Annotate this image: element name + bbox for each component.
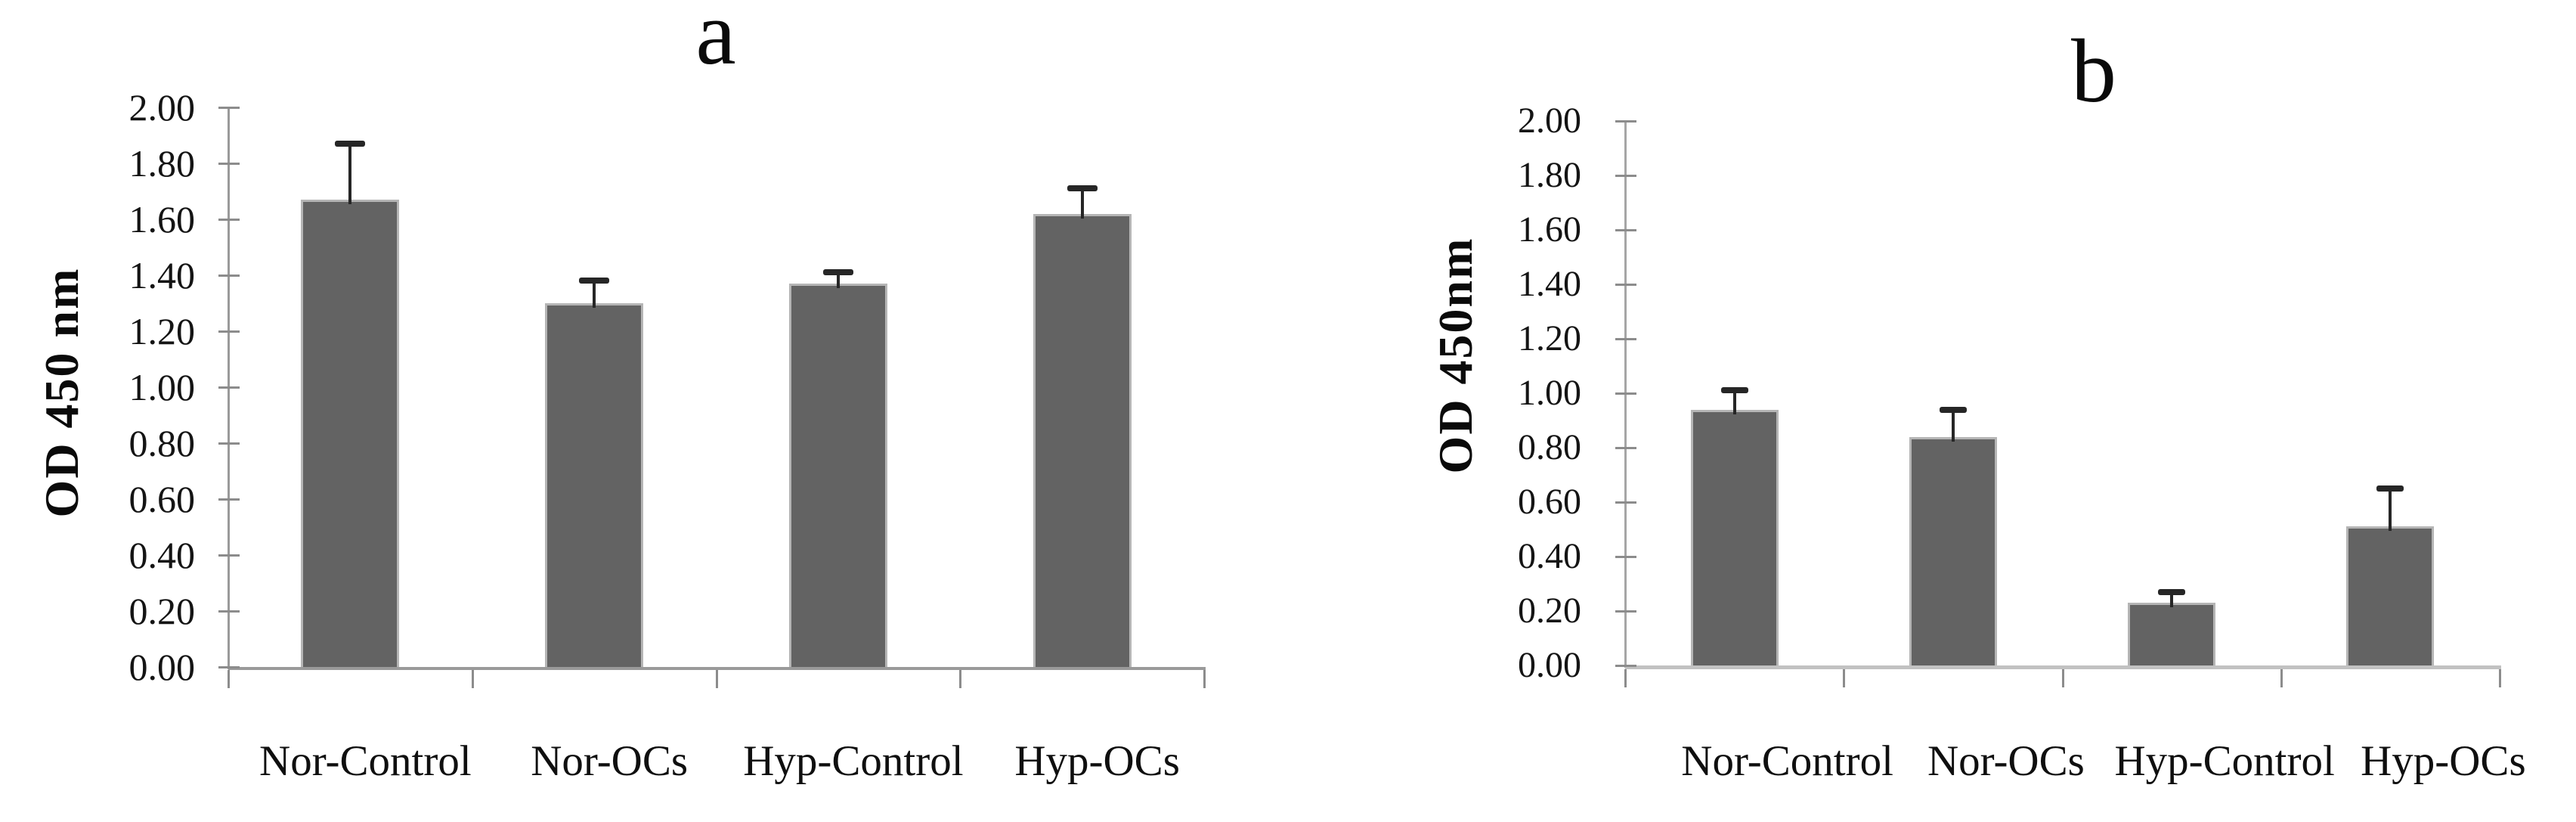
y-tick-label: 1.40 — [128, 254, 196, 296]
y-tick-mark — [218, 275, 240, 277]
y-tick-mark — [1615, 665, 1636, 667]
y-tick-mark — [1615, 392, 1636, 395]
panel-title-b: b — [2071, 20, 2116, 121]
x-category-label: Nor-OCs — [1927, 737, 2085, 785]
error-bar-line — [1951, 409, 1955, 442]
y-tick-label: 0.80 — [1518, 427, 1581, 467]
error-bar-line — [2389, 489, 2392, 532]
y-tick-mark — [218, 386, 240, 389]
x-tick-mark — [1624, 669, 1627, 687]
y-tick-mark — [1615, 447, 1636, 449]
y-tick-label: 1.00 — [128, 366, 196, 408]
y-tick-mark — [1615, 284, 1636, 286]
y-tick-label: 1.60 — [128, 198, 196, 240]
y-tick-label: 0.00 — [128, 646, 196, 688]
y-tick-label: 1.20 — [1518, 318, 1581, 358]
error-bar-line — [593, 281, 596, 308]
bar-nor-ocs — [1909, 436, 1997, 665]
x-category-label: Hyp-OCs — [2361, 737, 2526, 785]
y-tick-label: 1.00 — [1518, 373, 1581, 413]
error-bar-line — [348, 144, 352, 205]
bar-hyp-control — [2128, 603, 2216, 665]
error-bar-cap — [822, 269, 853, 276]
error-bar-cap — [579, 278, 610, 284]
x-tick-mark — [715, 670, 718, 688]
error-bar-line — [1732, 390, 1736, 414]
bar-nor-ocs — [545, 303, 644, 667]
x-tick-mark — [959, 670, 962, 688]
y-tick-mark — [1615, 120, 1636, 123]
error-bar-cap — [1067, 185, 1098, 192]
x-tick-mark — [2061, 669, 2064, 687]
x-tick-mark — [1843, 669, 1846, 687]
y-tick-mark — [1615, 556, 1636, 558]
x-category-label: Nor-OCs — [531, 737, 689, 785]
y-tick-label: 1.60 — [1518, 209, 1581, 250]
y-tick-mark — [1615, 338, 1636, 340]
y-tick-mark — [218, 219, 240, 221]
x-tick-mark — [471, 670, 474, 688]
y-tick-mark — [218, 666, 240, 668]
error-bar-cap — [1939, 406, 1967, 413]
error-bar-cap — [2376, 485, 2404, 492]
y-tick-mark — [218, 442, 240, 445]
y-tick-label: 1.40 — [1518, 264, 1581, 304]
y-tick-label: 2.00 — [128, 86, 196, 129]
bar-nor-control — [1690, 409, 1779, 665]
error-bar-line — [836, 272, 840, 289]
bar-hyp-ocs — [2346, 526, 2435, 665]
y-tick-mark — [218, 498, 240, 501]
y-tick-label: 0.00 — [1518, 645, 1581, 685]
x-category-label: Hyp-Control — [743, 737, 964, 785]
y-tick-label: 1.20 — [128, 310, 196, 352]
x-tick-mark — [2280, 669, 2283, 687]
y-tick-label: 0.60 — [1518, 482, 1581, 522]
x-axis-line — [1625, 665, 2501, 669]
x-tick-mark — [228, 670, 230, 688]
error-bar-cap — [1720, 387, 1748, 394]
y-tick-mark — [218, 554, 240, 557]
x-category-label: Nor-Control — [259, 737, 472, 785]
y-tick-mark — [1615, 229, 1636, 231]
y-tick-mark — [1615, 501, 1636, 504]
y-tick-mark — [218, 610, 240, 613]
y-tick-mark — [1615, 175, 1636, 177]
y-tick-label: 0.40 — [128, 534, 196, 576]
x-tick-mark — [1203, 670, 1206, 688]
y-tick-label: 0.60 — [128, 478, 196, 520]
y-tick-label: 1.80 — [1518, 155, 1581, 195]
y-tick-label: 0.40 — [1518, 536, 1581, 576]
y-tick-label: 2.00 — [1518, 101, 1581, 141]
y-tick-mark — [218, 163, 240, 165]
y-tick-label: 0.20 — [1518, 591, 1581, 631]
y-tick-mark — [218, 330, 240, 333]
error-bar-line — [2170, 591, 2174, 608]
x-axis-line — [228, 667, 1206, 670]
y-tick-label: 0.20 — [128, 590, 196, 632]
error-bar-line — [1080, 188, 1084, 219]
x-category-label: Nor-Control — [1681, 737, 1893, 785]
panel-title-a: a — [695, 0, 736, 83]
bar-hyp-control — [788, 284, 887, 667]
y-tick-mark — [218, 107, 240, 109]
bar-nor-control — [301, 200, 400, 667]
error-bar-cap — [2158, 588, 2186, 595]
error-bar-cap — [335, 141, 366, 147]
y-tick-label: 1.80 — [128, 142, 196, 185]
y-tick-mark — [1615, 610, 1636, 613]
x-tick-mark — [2499, 669, 2501, 687]
y-tick-label: 0.80 — [128, 422, 196, 464]
x-category-label: Hyp-OCs — [1014, 737, 1180, 785]
x-category-label: Hyp-Control — [2114, 737, 2335, 785]
